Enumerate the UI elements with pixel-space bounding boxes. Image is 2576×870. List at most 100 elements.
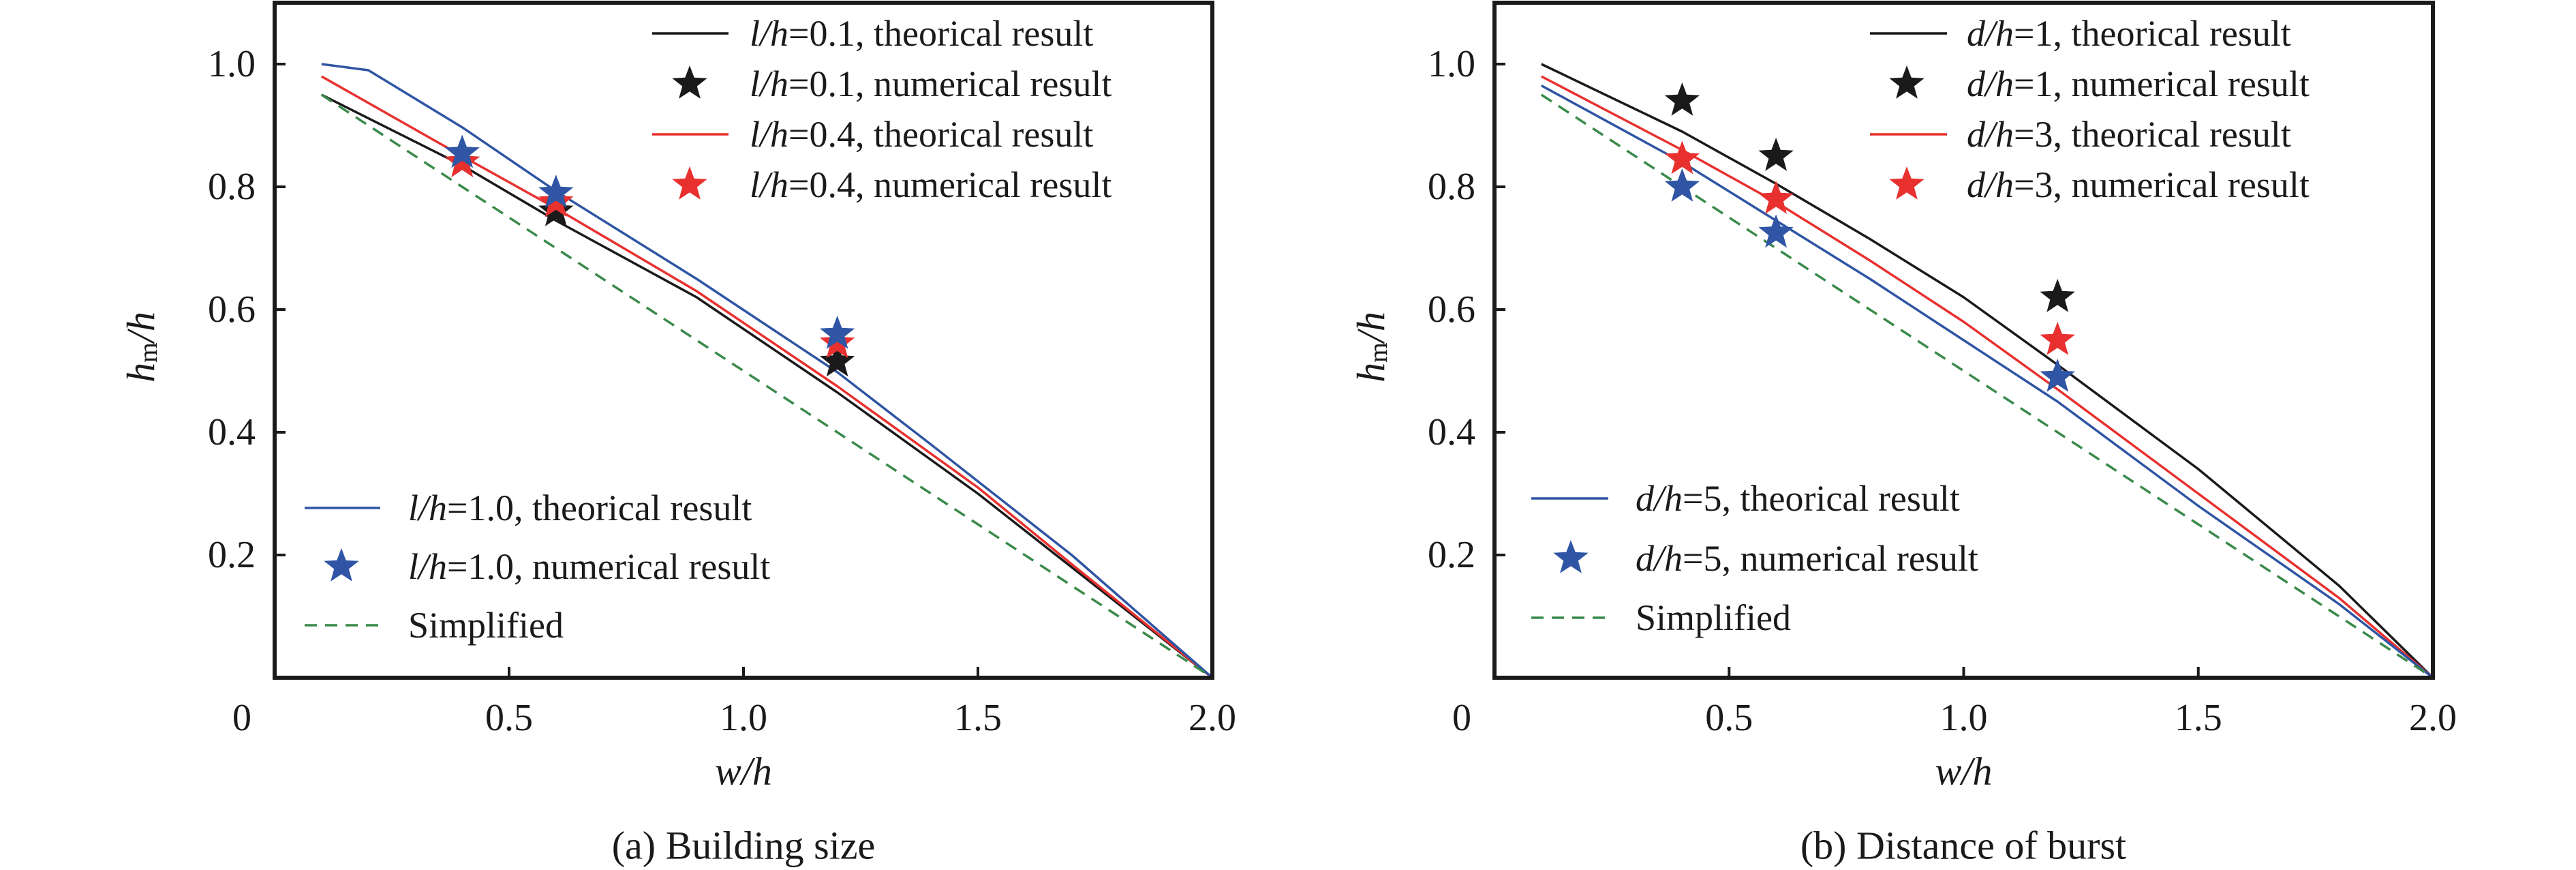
panel-building-size: 0 0.5 1.0 1.5 2.0 0.2 0.4 0.6 0.8 1.0 w/h hm/h (a) B… [119, 1, 1236, 868]
legend-item: d/h=5, theorical result [1531, 478, 1960, 519]
y-tick-label: 0.2 [208, 534, 256, 576]
y-label-rest: /h [119, 312, 163, 344]
legend-item: d/h=1, theorical result [1870, 13, 2291, 54]
x-tick-label: 1.0 [1940, 697, 1988, 739]
legend-item: l/h=0.4, theorical result [652, 114, 1093, 155]
legend-label: l/h=0.1, numerical result [750, 63, 1111, 104]
legend-label: l/h=0.4, numerical result [750, 164, 1111, 205]
legend-value: =0.1, numerical result [788, 63, 1111, 104]
legend-star-icon [1553, 540, 1589, 573]
legend-label: d/h=3, theorical result [1967, 114, 2291, 155]
legend-variable: d/h [1967, 13, 2014, 54]
y-label-main: h [1349, 363, 1393, 382]
star-marker-1-2 [2040, 279, 2075, 312]
y-tick-label: 1.0 [1428, 43, 1475, 85]
x-tick-label: 1.0 [720, 697, 767, 739]
y-tick-label: 0.8 [1428, 166, 1475, 208]
legend-item: Simplified [1531, 597, 1791, 638]
y-label-subscript: m [134, 342, 163, 363]
series-line-6 [320, 93, 1213, 679]
legend-item: l/h=0.4, numerical result [672, 164, 1111, 205]
legend-variable: d/h [1967, 164, 2014, 205]
legend-value: =3, theorical result [2014, 114, 2291, 155]
series-line-0 [1541, 63, 2434, 679]
legend-star-icon [1889, 65, 1925, 99]
legend-value: =1, theorical result [2014, 13, 2291, 54]
legend-item: l/h=1.0, numerical result [324, 546, 770, 587]
x-tick-label: 0 [232, 697, 251, 739]
legend-label: Simplified [1636, 597, 1791, 638]
y-tick-label: 0.6 [1428, 288, 1475, 331]
legend-label: l/h=1.0, theorical result [408, 487, 752, 528]
y-label-main: h [119, 363, 163, 382]
legend-item: d/h=5, numerical result [1553, 538, 1978, 579]
x-axis-label: w/h [1935, 749, 1993, 794]
y-axis-label: hm/h [1349, 312, 1394, 382]
star-marker-5-0 [444, 134, 480, 168]
legend-label: d/h=3, numerical result [1967, 164, 2310, 205]
legend-item: l/h=0.1, numerical result [672, 63, 1111, 104]
legend-item: d/h=3, numerical result [1889, 164, 2310, 205]
series-line-4 [1540, 84, 2434, 679]
x-tick-label: 0.5 [1705, 697, 1753, 739]
legend-label: d/h=1, numerical result [1967, 63, 2310, 104]
x-tick-label: 1.5 [954, 697, 1002, 739]
legend-label: d/h=1, theorical result [1967, 13, 2291, 54]
x-tick-label: 1.5 [2175, 697, 2222, 739]
legend-value: =5, theorical result [1683, 478, 1960, 519]
legend-variable: l/h [408, 546, 447, 587]
legend-value: =0.4, numerical result [788, 164, 1111, 205]
legend-variable: d/h [1636, 538, 1683, 579]
legend-label: Simplified [408, 605, 564, 646]
x-tick-label: 2.0 [2409, 697, 2457, 739]
legend-label: l/h=0.1, theorical result [750, 13, 1093, 54]
y-axis-label: hm/h [119, 312, 164, 382]
series-line-0 [321, 93, 1214, 679]
legend-item: d/h=1, numerical result [1889, 63, 2310, 104]
panel-distance-of-burst: 0 0.5 1.0 1.5 2.0 0.2 0.4 0.6 0.8 1.0 w/h hm/h (b) D… [1349, 1, 2457, 868]
star-marker-1-2 [819, 343, 855, 377]
x-axis-label: w/h [715, 749, 772, 794]
series-line-4 [321, 63, 1214, 679]
legend-label: l/h=0.4, theorical result [750, 114, 1093, 155]
star-marker-5-2 [2040, 359, 2075, 392]
legend-label: l/h=1.0, numerical result [408, 546, 770, 587]
legend-variable: l/h [750, 114, 788, 155]
y-tick-label: 0.6 [208, 288, 256, 331]
legend-variable: l/h [408, 487, 447, 528]
series-line-6 [1540, 93, 2434, 679]
y-tick-label: 0.4 [1428, 411, 1475, 453]
y-tick-label: 0.8 [208, 166, 256, 208]
series-line-2 [1540, 75, 2434, 679]
star-marker-5-1 [538, 175, 574, 208]
legend-value: =0.1, theorical result [788, 13, 1093, 54]
panel-caption: (b) Distance of burst [1800, 824, 2126, 868]
legend-value: =5, numerical result [1683, 538, 1978, 579]
y-label-subscript: m [1364, 342, 1393, 363]
y-label-rest: /h [1349, 312, 1393, 344]
legend-variable: l/h [750, 164, 788, 205]
y-tick-label: 1.0 [208, 43, 256, 85]
star-marker-5-1 [1758, 214, 1794, 248]
legend-variable: d/h [1636, 478, 1683, 519]
legend-item: d/h=3, theorical result [1870, 114, 2291, 155]
legend-label: d/h=5, numerical result [1636, 538, 1978, 579]
star-marker-1-0 [1664, 82, 1700, 116]
legend-item: l/h=0.1, theorical result [652, 13, 1093, 54]
legend-star-icon [672, 166, 707, 200]
y-tick-label: 0.4 [208, 411, 256, 453]
series-line-2 [320, 75, 1214, 679]
legend-variable: l/h [750, 63, 788, 104]
legend-star-icon [324, 548, 359, 582]
legend-star-icon [1889, 166, 1925, 200]
star-marker-5-2 [819, 316, 855, 349]
legend-value: =3, numerical result [2014, 164, 2310, 205]
legend-variable: d/h [1967, 114, 2014, 155]
x-tick-label: 0.5 [485, 697, 533, 739]
legend-star-icon [672, 65, 707, 99]
legend-label: d/h=5, theorical result [1636, 478, 1960, 519]
legend-item: l/h=1.0, theorical result [305, 487, 752, 528]
legend-value: =1.0, theorical result [447, 487, 752, 528]
